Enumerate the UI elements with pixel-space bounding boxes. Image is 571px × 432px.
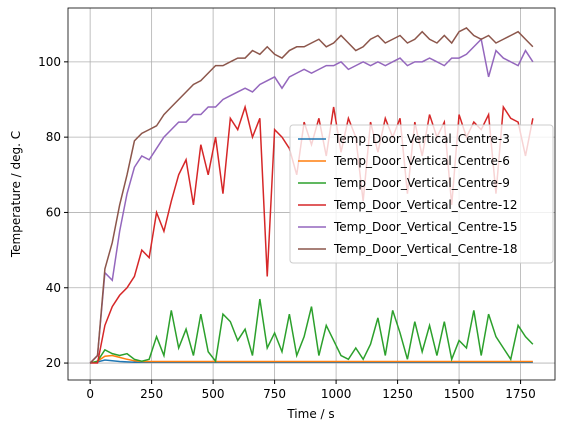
- x-tick-label: 1750: [505, 387, 536, 401]
- data-line: [89, 27, 534, 364]
- x-tick-label: 1250: [382, 387, 413, 401]
- x-tick-label: 1500: [444, 387, 475, 401]
- y-tick-label: 60: [46, 205, 61, 219]
- legend-label: Temp_Door_Vertical_Centre-12: [333, 198, 517, 212]
- y-tick-label: 100: [38, 55, 61, 69]
- x-tick-label: 1000: [321, 387, 352, 401]
- data-line: [89, 37, 534, 364]
- plot-frame: [67, 7, 556, 381]
- data-line: [89, 354, 533, 364]
- data-line: [90, 359, 533, 364]
- y-axis-label: Temperature / deg. C: [9, 131, 23, 258]
- legend-label: Temp_Door_Vertical_Centre-15: [333, 220, 517, 234]
- legend-label: Temp_Door_Vertical_Centre-3: [333, 132, 510, 146]
- data-line: [89, 298, 534, 364]
- x-axis-label: Time / s: [286, 407, 334, 421]
- y-tick-label: 80: [46, 130, 61, 144]
- legend-label: Temp_Door_Vertical_Centre-6: [333, 154, 510, 168]
- legend: Temp_Door_Vertical_Centre-3 Temp_Door_Ver…: [289, 124, 554, 264]
- x-tick-label: 0: [86, 387, 94, 401]
- x-tick-label: 750: [263, 387, 286, 401]
- y-tick-label: 40: [46, 281, 61, 295]
- legend-label: Temp_Door_Vertical_Centre-9: [333, 176, 510, 190]
- x-tick-label: 500: [202, 387, 225, 401]
- legend-box: [289, 124, 554, 264]
- x-tick-label: 250: [140, 387, 163, 401]
- y-tick-label: 20: [46, 356, 61, 370]
- legend-label: Temp_Door_Vertical_Centre-18: [333, 242, 517, 256]
